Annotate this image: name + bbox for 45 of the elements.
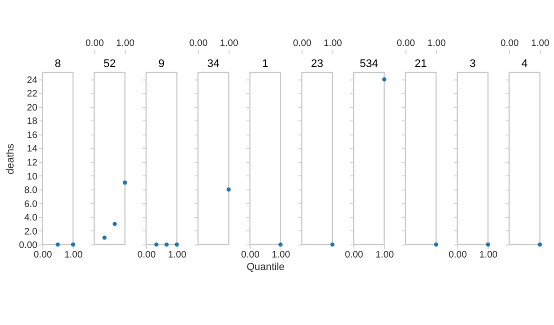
x-tick-label: 0.00 — [292, 37, 312, 48]
x-tick-label: 0.00 — [344, 248, 364, 260]
chart-title: 34 — [207, 58, 220, 70]
y-tick-label: 24 — [26, 74, 38, 85]
x-tick-label: 0.00 — [448, 248, 467, 260]
chart-title: 4 — [521, 58, 528, 70]
y-tick-label: 14 — [26, 142, 38, 154]
y-tick-label: 20 — [26, 101, 38, 112]
x-tick-label: 0.00 — [396, 37, 416, 48]
x-tick-label: 1.00 — [64, 248, 83, 260]
x-tick-label: 1.00 — [531, 37, 550, 48]
chart-title: 1 — [262, 58, 268, 70]
chart-title: 52 — [103, 58, 116, 70]
y-tick-label: 18 — [26, 115, 38, 126]
chart-title: 21 — [414, 58, 427, 70]
y-tick-label: 12 — [26, 156, 38, 168]
x-tick-label: 1.00 — [479, 248, 498, 260]
x-axis-title: Quantile — [246, 262, 285, 274]
x-tick-label: 1.00 — [427, 37, 446, 48]
x-tick-label: 1.00 — [376, 248, 394, 260]
x-tick-label: 0.00 — [241, 248, 260, 260]
x-tick-label: 0.00 — [500, 37, 519, 48]
y-tick-label: 0.00 — [19, 239, 38, 250]
y-tick-label: 2.0 — [24, 225, 38, 236]
y-axis-title: deaths — [5, 144, 16, 174]
chart-title: 3 — [470, 58, 476, 70]
chart-title: 8 — [54, 58, 61, 70]
x-tick-label: 1.00 — [324, 37, 342, 48]
y-tick-label: 22 — [26, 88, 38, 99]
chart-title: 9 — [158, 58, 165, 70]
x-tick-label: 1.00 — [168, 248, 186, 260]
y-tick-label: 10 — [26, 170, 38, 182]
y-tick-label: 8.0 — [24, 184, 38, 196]
y-tick-label: 4.0 — [24, 212, 38, 223]
x-tick-label: 0.00 — [86, 37, 104, 48]
x-tick-label: 0.00 — [137, 248, 156, 260]
x-tick-label: 1.00 — [116, 37, 134, 48]
x-tick-label: 0.00 — [189, 37, 208, 48]
x-tick-label: 1.00 — [272, 248, 290, 260]
y-tick-label: 6.0 — [24, 198, 38, 209]
chart-title: 23 — [310, 58, 324, 70]
y-tick-label: 16 — [26, 128, 38, 140]
x-tick-label: 0.00 — [34, 248, 52, 260]
chart-title: 534 — [360, 58, 378, 70]
x-tick-label: 1.00 — [220, 37, 238, 48]
